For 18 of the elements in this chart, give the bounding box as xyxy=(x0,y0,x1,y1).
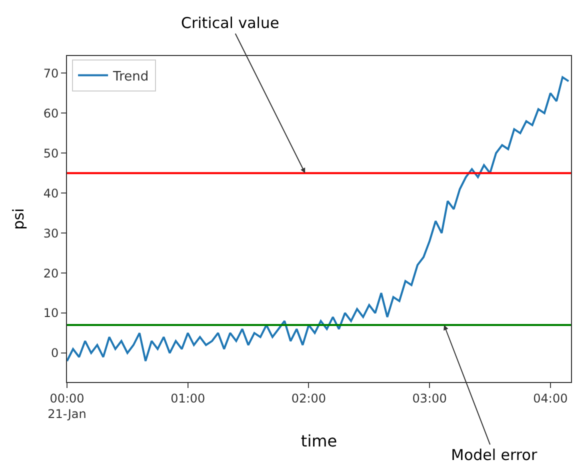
y-tick-label: 10 xyxy=(43,306,59,320)
y-axis-title: psi xyxy=(10,208,28,230)
legend-label: Trend xyxy=(112,69,149,84)
x-tick-label: 03:00 xyxy=(412,391,447,406)
x-tick-label: 02:00 xyxy=(291,391,326,406)
y-tick-label: 70 xyxy=(43,66,59,80)
y-tick-label: 50 xyxy=(43,146,59,160)
annotation: Critical value xyxy=(181,14,280,32)
x-tick-label: 01:00 xyxy=(170,391,206,406)
x-axis-title: time xyxy=(300,432,338,451)
y-tick-label: 40 xyxy=(43,186,59,200)
y-tick-label: 60 xyxy=(43,106,59,120)
y-tick-label: 0 xyxy=(50,346,59,360)
y-tick-label: 30 xyxy=(43,226,59,240)
annotation: Model error xyxy=(451,446,538,464)
y-tick-label: 20 xyxy=(43,266,59,280)
x-tick-label: 04:00 xyxy=(533,391,568,406)
x-tick-label: 00:00 21-Jan xyxy=(48,391,86,421)
